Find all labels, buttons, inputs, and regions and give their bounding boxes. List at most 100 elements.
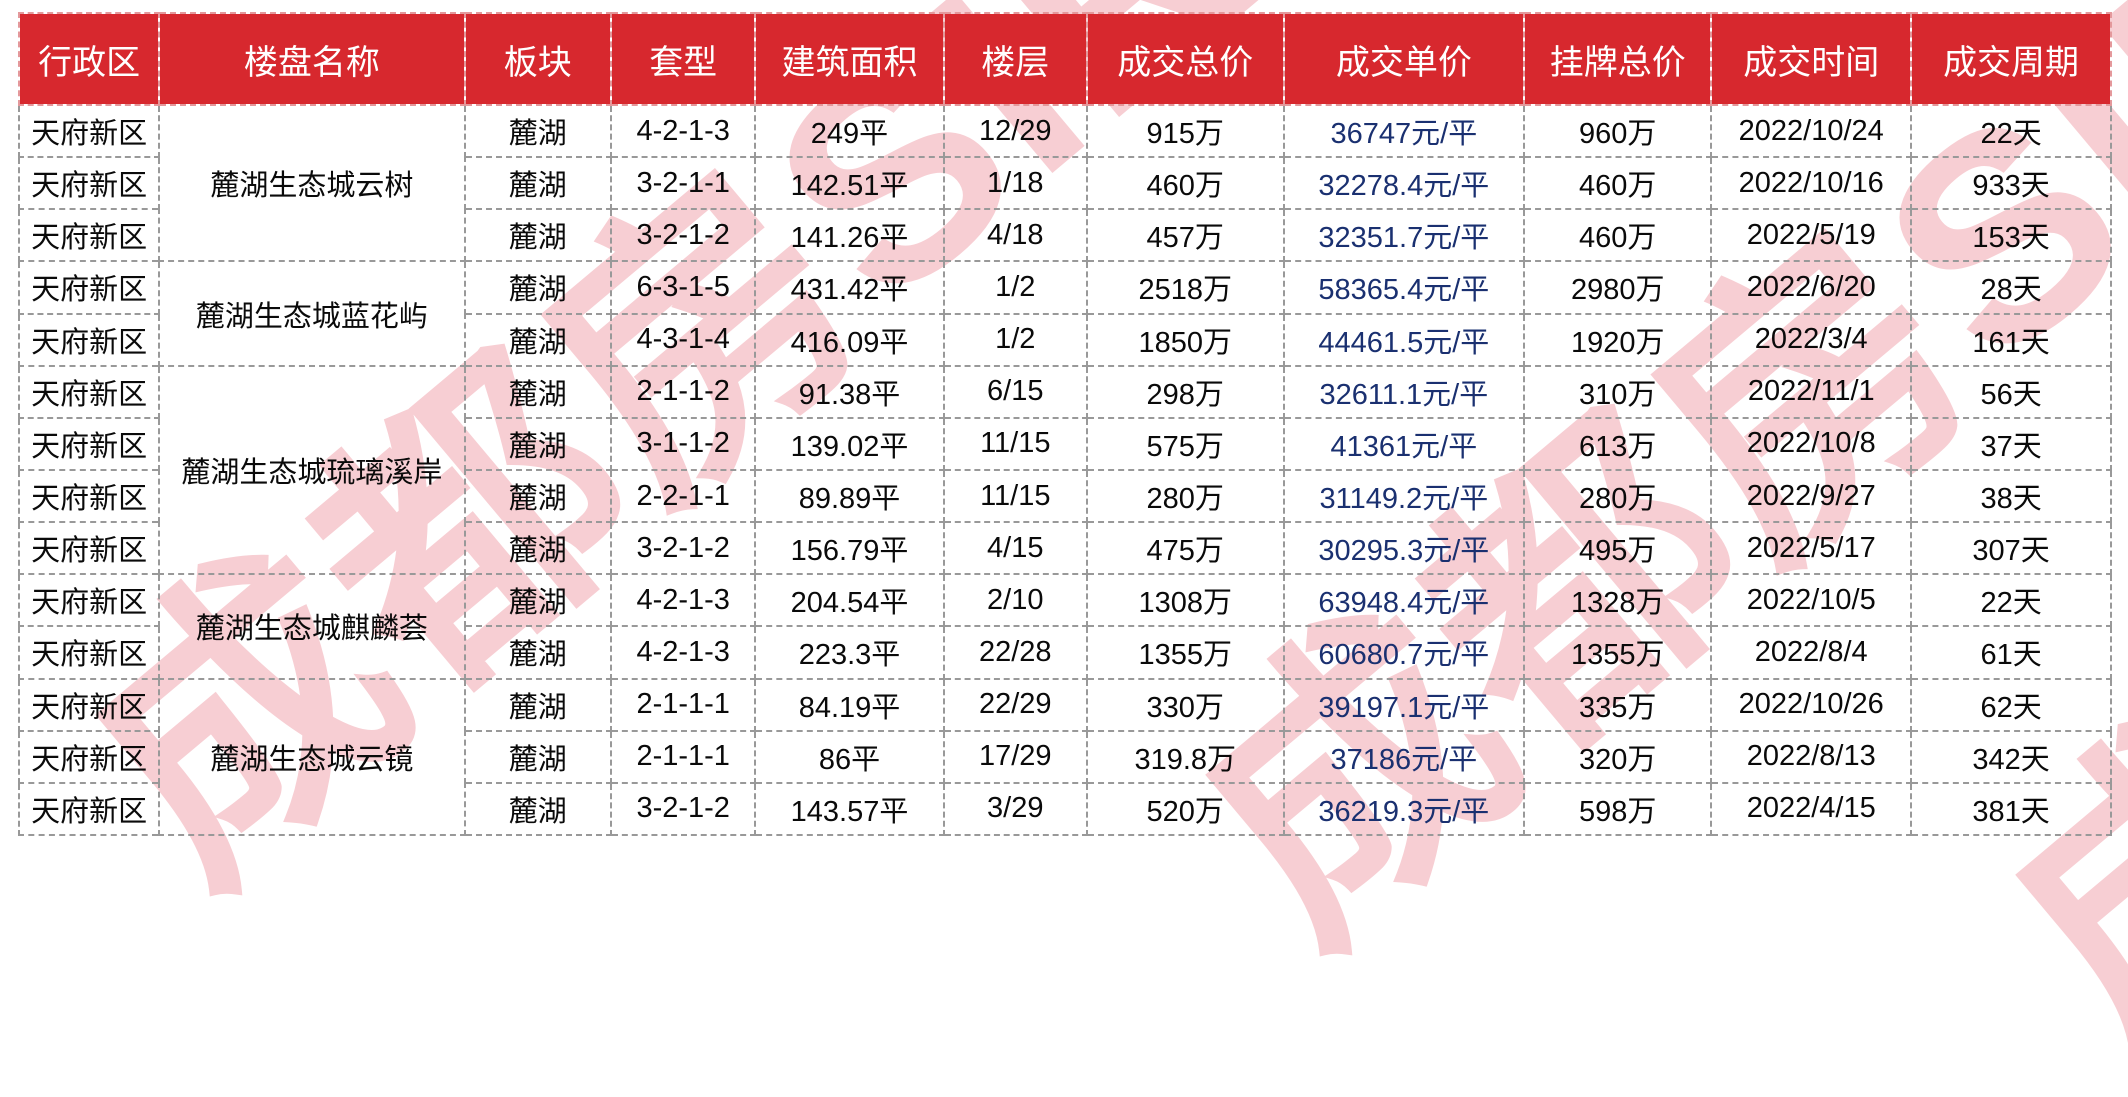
cell-total-price: 319.8万 bbox=[1085, 729, 1285, 784]
cell-unit-price: 32351.7元/平 bbox=[1282, 208, 1526, 263]
cell-unit-price: 44461.5元/平 bbox=[1282, 312, 1526, 367]
cell-deal-cycle: 22天 bbox=[1910, 573, 2112, 628]
cell-area: 143.57平 bbox=[754, 781, 945, 837]
cell-section: 麓湖 bbox=[463, 312, 613, 367]
cell-district: 天府新区 bbox=[17, 625, 161, 680]
cell-floor: 11/15 bbox=[942, 416, 1088, 471]
cell-deal-date: 2022/8/4 bbox=[1710, 625, 1913, 680]
cell-deal-cycle: 22天 bbox=[1910, 103, 2112, 159]
table-row: 天府新区 麓湖生态城琉璃溪岸 麓湖 2-1-1-2 91.38平 6/15 298万 3261… bbox=[17, 364, 2112, 576]
cell-listing-price: 335万 bbox=[1523, 677, 1713, 732]
cell-district: 天府新区 bbox=[17, 729, 161, 784]
cell-deal-cycle: 161天 bbox=[1910, 312, 2112, 367]
cell-deal-date: 2022/10/5 bbox=[1710, 573, 1913, 628]
cell-floor: 1/2 bbox=[942, 260, 1088, 315]
cell-area: 139.02平 bbox=[754, 416, 945, 471]
cell-deal-cycle: 307天 bbox=[1910, 521, 2112, 576]
cell-floor: 17/29 bbox=[942, 729, 1088, 784]
cell-listing-price: 2980万 bbox=[1523, 260, 1713, 315]
cell-deal-date: 2022/10/16 bbox=[1710, 156, 1913, 211]
table-row: 天府新区 麓湖 3-2-1-2 141.26平 4/18 457万 32351.7元/平 46… bbox=[17, 208, 2112, 263]
cell-total-price: 460万 bbox=[1085, 156, 1285, 211]
header-1: 楼盘名称 bbox=[158, 12, 466, 106]
cell-total-price: 457万 bbox=[1085, 208, 1285, 263]
cell-unit-type: 2-1-1-1 bbox=[610, 677, 757, 732]
cell-total-price: 520万 bbox=[1085, 781, 1285, 837]
header-4: 建筑面积 bbox=[754, 12, 945, 106]
cell-area: 156.79平 bbox=[754, 521, 945, 576]
table-row: 天府新区 麓湖 3-2-1-2 156.79平 4/15 475万 30295.3元/平 49… bbox=[17, 521, 2112, 576]
cell-section: 麓湖 bbox=[463, 625, 613, 680]
cell-district: 天府新区 bbox=[17, 364, 161, 419]
cell-deal-cycle: 61天 bbox=[1910, 625, 2112, 680]
cell-deal-date: 2022/3/4 bbox=[1710, 312, 1913, 367]
header-6: 成交总价 bbox=[1085, 12, 1285, 106]
cell-deal-date: 2022/9/27 bbox=[1710, 468, 1913, 524]
cell-total-price: 1355万 bbox=[1085, 625, 1285, 680]
cell-listing-price: 460万 bbox=[1523, 208, 1713, 263]
cell-unit-price: 60680.7元/平 bbox=[1282, 625, 1526, 680]
cell-unit-price: 37186元/平 bbox=[1282, 729, 1526, 784]
cell-unit-price: 63948.4元/平 bbox=[1282, 573, 1526, 628]
cell-floor: 11/15 bbox=[942, 468, 1088, 524]
cell-unit-type: 2-1-1-2 bbox=[610, 364, 757, 419]
cell-deal-date: 2022/10/8 bbox=[1710, 416, 1913, 471]
cell-area: 86平 bbox=[754, 729, 945, 784]
cell-district: 天府新区 bbox=[17, 103, 161, 159]
cell-section: 麓湖 bbox=[463, 260, 613, 315]
table-row: 天府新区 麓湖 4-2-1-3 223.3平 22/28 1355万 60680.7元/平 1… bbox=[17, 625, 2112, 680]
header-2: 板块 bbox=[463, 12, 613, 106]
cell-district: 天府新区 bbox=[17, 156, 161, 211]
cell-section: 麓湖 bbox=[463, 208, 613, 263]
cell-deal-cycle: 153天 bbox=[1910, 208, 2112, 263]
cell-deal-date: 2022/5/19 bbox=[1710, 208, 1913, 263]
cell-total-price: 330万 bbox=[1085, 677, 1285, 732]
cell-unit-type: 3-2-1-2 bbox=[610, 781, 757, 837]
header-10: 成交周期 bbox=[1910, 12, 2112, 106]
table-row: 天府新区 麓湖生态城云树 麓湖 4-2-1-3 249平 12/29 915万 36747元/… bbox=[17, 103, 2112, 263]
cell-area: 89.89平 bbox=[754, 468, 945, 524]
cell-section: 麓湖 bbox=[463, 364, 613, 419]
cell-listing-price: 460万 bbox=[1523, 156, 1713, 211]
cell-project-name: 麓湖生态城琉璃溪岸 bbox=[158, 364, 466, 576]
table-row: 天府新区 麓湖生态城蓝花屿 麓湖 6-3-1-5 431.42平 1/2 2518万 5836… bbox=[17, 260, 2112, 367]
cell-unit-type: 3-1-1-2 bbox=[610, 416, 757, 471]
cell-floor: 12/29 bbox=[942, 103, 1088, 159]
cell-unit-type: 3-2-1-1 bbox=[610, 156, 757, 211]
cell-listing-price: 320万 bbox=[1523, 729, 1713, 784]
cell-unit-type: 6-3-1-5 bbox=[610, 260, 757, 315]
cell-district: 天府新区 bbox=[17, 312, 161, 367]
cell-deal-date: 2022/5/17 bbox=[1710, 521, 1913, 576]
cell-deal-cycle: 28天 bbox=[1910, 260, 2112, 315]
cell-unit-price: 30295.3元/平 bbox=[1282, 521, 1526, 576]
cell-area: 84.19平 bbox=[754, 677, 945, 732]
cell-unit-price: 36747元/平 bbox=[1282, 103, 1526, 159]
cell-unit-type: 3-2-1-2 bbox=[610, 208, 757, 263]
cell-floor: 4/15 bbox=[942, 521, 1088, 576]
transactions-table-wrap: 行政区 楼盘名称 板块 套型 建筑面积 楼层 成交总价 成交单价 挂牌总价 成交时间 成交周期 天府… bbox=[17, 12, 2112, 837]
cell-project-name: 麓湖生态城蓝花屿 bbox=[158, 260, 466, 367]
cell-floor: 1/18 bbox=[942, 156, 1088, 211]
cell-unit-price: 32278.4元/平 bbox=[1282, 156, 1526, 211]
cell-unit-type: 2-2-1-1 bbox=[610, 468, 757, 524]
cell-section: 麓湖 bbox=[463, 103, 613, 159]
cell-floor: 3/29 bbox=[942, 781, 1088, 837]
cell-district: 天府新区 bbox=[17, 573, 161, 628]
cell-unit-type: 4-3-1-4 bbox=[610, 312, 757, 367]
cell-area: 249平 bbox=[754, 103, 945, 159]
header-0: 行政区 bbox=[17, 12, 161, 106]
cell-unit-type: 4-2-1-3 bbox=[610, 573, 757, 628]
cell-floor: 22/28 bbox=[942, 625, 1088, 680]
cell-deal-cycle: 37天 bbox=[1910, 416, 2112, 471]
cell-section: 麓湖 bbox=[463, 781, 613, 837]
cell-floor: 22/29 bbox=[942, 677, 1088, 732]
cell-section: 麓湖 bbox=[463, 677, 613, 732]
cell-deal-cycle: 381天 bbox=[1910, 781, 2112, 837]
cell-area: 142.51平 bbox=[754, 156, 945, 211]
cell-area: 141.26平 bbox=[754, 208, 945, 263]
cell-listing-price: 1355万 bbox=[1523, 625, 1713, 680]
header-8: 挂牌总价 bbox=[1523, 12, 1713, 106]
cell-deal-cycle: 56天 bbox=[1910, 364, 2112, 419]
cell-unit-price: 36219.3元/平 bbox=[1282, 781, 1526, 837]
cell-area: 223.3平 bbox=[754, 625, 945, 680]
